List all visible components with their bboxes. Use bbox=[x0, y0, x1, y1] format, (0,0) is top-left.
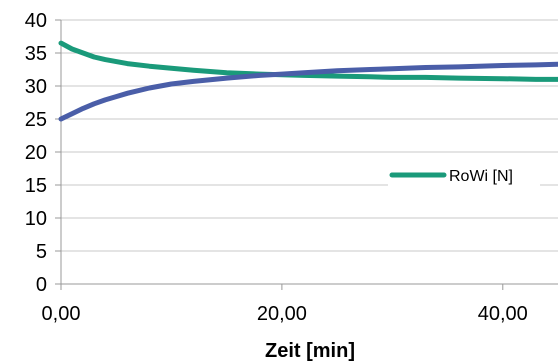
y-tick-label: 35 bbox=[25, 43, 47, 65]
series-layer bbox=[58, 40, 558, 122]
x-tick-label: 0,00 bbox=[42, 303, 81, 325]
y-tick-label: 10 bbox=[25, 208, 47, 230]
y-tick-label: 40 bbox=[25, 10, 47, 32]
x-tick-label: 20,00 bbox=[257, 303, 307, 325]
gridlines bbox=[61, 19, 558, 252]
y-tick-label: 20 bbox=[25, 142, 47, 164]
y-axis-ticks: 0 5 10 15 20 25 30 35 40 bbox=[25, 10, 61, 296]
x-axis-ticks: 0,00 20,00 40,00 bbox=[42, 284, 528, 325]
y-tick-label: 30 bbox=[25, 76, 47, 98]
y-tick-label: 0 bbox=[36, 274, 47, 296]
series-line-1 bbox=[58, 61, 558, 122]
x-axis-title: Zeit [min] bbox=[265, 340, 355, 362]
legend-label-rowi: RoWi [N] bbox=[449, 168, 513, 185]
series-line-0 bbox=[58, 40, 558, 82]
y-tick-label: 25 bbox=[25, 109, 47, 131]
legend: RoWi [N] bbox=[388, 160, 540, 190]
y-tick-label: 15 bbox=[25, 175, 47, 197]
x-tick-label: 40,00 bbox=[478, 303, 528, 325]
y-tick-label: 5 bbox=[36, 241, 47, 263]
